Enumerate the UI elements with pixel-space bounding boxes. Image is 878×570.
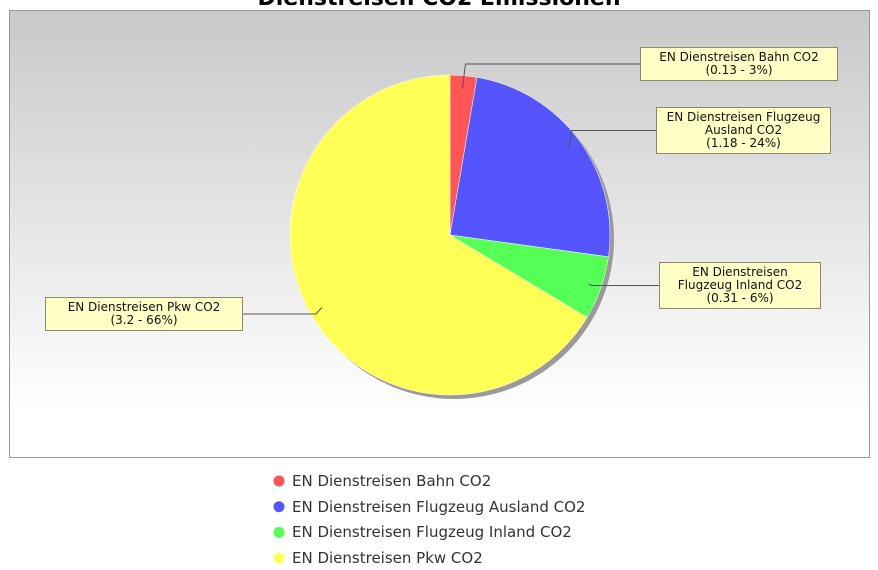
slice-label-value: (0.31 - 6%) [706, 291, 774, 305]
slice-label: EN Dienstreisen Pkw CO2 (3.2 - 66%) [45, 297, 243, 331]
legend-label: EN Dienstreisen Pkw CO2 [292, 549, 483, 568]
slice-label-name: EN Dienstreisen Pkw CO2 [67, 300, 221, 314]
slice-label-name: EN Dienstreisen Bahn CO2 [659, 50, 819, 64]
pie-slice [449, 77, 611, 258]
slice-label-value: (1.18 - 24%) [706, 136, 781, 150]
legend-swatch [273, 501, 285, 513]
slice-label-name: EN Dienstreisen Flugzeug Inland CO2 [677, 265, 803, 292]
slice-label-value: (0.13 - 3%) [705, 63, 773, 77]
legend-swatch [273, 552, 285, 564]
slice-label: EN Dienstreisen Flugzeug Inland CO2 (0.31… [659, 262, 821, 309]
leader-line [243, 307, 323, 315]
legend-swatch [273, 475, 285, 487]
leader-line [461, 63, 640, 89]
legend-label: EN Dienstreisen Flugzeug Inland CO2 [292, 523, 572, 542]
slice-label-name: EN Dienstreisen Flugzeug Ausland CO2 [666, 110, 821, 137]
slice-label-value: (3.2 - 66%) [110, 313, 178, 327]
leader-line [588, 283, 659, 286]
legend-swatch [273, 526, 285, 538]
chart-title: Dienstreisen CO2 Emissionen [257, 0, 620, 11]
legend-label: EN Dienstreisen Flugzeug Ausland CO2 [292, 497, 586, 516]
slice-label: EN Dienstreisen Flugzeug Ausland CO2 (1.1… [656, 107, 831, 154]
slice-label: EN Dienstreisen Bahn CO2 (0.13 - 3%) [640, 47, 838, 81]
leader-line [568, 130, 656, 149]
legend-label: EN Dienstreisen Bahn CO2 [292, 472, 492, 490]
